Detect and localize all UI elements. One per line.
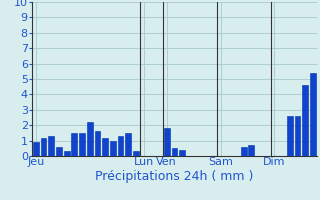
Bar: [249, 145, 254, 156]
Bar: [110, 141, 116, 156]
Bar: [48, 136, 54, 156]
Bar: [118, 136, 124, 156]
Bar: [79, 133, 85, 156]
Bar: [164, 128, 170, 156]
Bar: [33, 142, 39, 156]
Bar: [310, 73, 316, 156]
Bar: [94, 131, 100, 156]
Bar: [56, 147, 62, 156]
Bar: [133, 151, 139, 156]
Bar: [241, 147, 247, 156]
Bar: [295, 116, 300, 156]
X-axis label: Précipitations 24h ( mm ): Précipitations 24h ( mm ): [95, 170, 253, 183]
Bar: [64, 151, 69, 156]
Bar: [172, 148, 177, 156]
Bar: [102, 138, 108, 156]
Bar: [302, 85, 308, 156]
Bar: [287, 116, 293, 156]
Bar: [125, 133, 131, 156]
Bar: [41, 138, 46, 156]
Bar: [71, 133, 77, 156]
Bar: [179, 150, 185, 156]
Bar: [87, 122, 92, 156]
